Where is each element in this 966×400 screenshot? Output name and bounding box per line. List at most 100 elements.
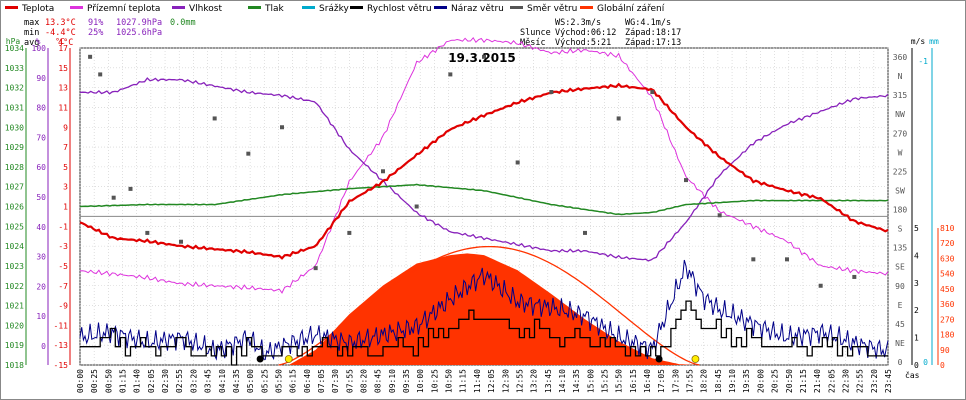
axis-time-tick: 22:55 xyxy=(856,369,865,393)
stat-max-hum: 91% xyxy=(88,18,103,28)
sunrise-icon xyxy=(284,355,293,363)
axis-pct-tick: 30 xyxy=(36,253,46,262)
wind-direction-point xyxy=(280,125,284,130)
axis-dir-tick: W xyxy=(898,148,903,157)
axis-dir-tick: NW xyxy=(895,110,905,119)
axis-hpa-tick: 1022 xyxy=(5,282,24,291)
axis-pct-tick: 0 xyxy=(41,342,46,351)
stat-avg-label: avg xyxy=(24,38,39,48)
axis-time-tick: 01:40 xyxy=(133,369,142,393)
axis-time-tick: 00:00 xyxy=(76,369,85,393)
axis-time-tick: 10:50 xyxy=(445,369,454,393)
axis-rain-tick: -1 xyxy=(918,57,928,66)
legend-label-gust: Náraz větru xyxy=(451,4,504,14)
axis-temp-tick: -1 xyxy=(58,222,68,231)
axis-time-tick: 14:10 xyxy=(558,369,567,393)
axis-ms-tick: 4 xyxy=(914,251,919,260)
moonset-icon xyxy=(655,355,663,363)
axis-pct-tick: 90 xyxy=(36,74,46,83)
axis-time-tick: 05:50 xyxy=(274,369,283,393)
stat-moonrise: Východ:5:21 xyxy=(555,38,611,48)
axis-time-tick: 04:35 xyxy=(232,369,241,393)
legend-label-wind: Rychlost větru xyxy=(367,4,432,14)
legend-label-rain: Srážky xyxy=(319,4,350,14)
axis-wm2-tick: 450 xyxy=(940,285,955,294)
legend-label-rad: Globální záření xyxy=(597,4,665,14)
axis-temp-tick: -9 xyxy=(58,302,68,311)
axis-time-tick: 22:30 xyxy=(841,369,850,393)
axis-hpa-tick: 1033 xyxy=(5,64,24,73)
wind-direction-point xyxy=(313,266,318,271)
axis-time-tick: 10:25 xyxy=(430,369,439,393)
stat-max-label: max xyxy=(24,18,39,28)
legend-label-dir: Směr větru xyxy=(527,4,577,14)
axis-time-tick: 06:15 xyxy=(289,369,298,393)
axis-time-tick: 13:20 xyxy=(530,369,539,393)
wind-direction-point xyxy=(88,54,93,59)
axis-hpa-tick: 1020 xyxy=(5,321,24,330)
axis-ms-label: m/s xyxy=(911,37,926,46)
axis-time-tick: 03:45 xyxy=(204,369,213,393)
clear-sky-radiation-line xyxy=(278,245,700,366)
humidity-line xyxy=(79,77,889,262)
axis-hpa-tick: 1027 xyxy=(5,183,24,192)
wind-direction-point xyxy=(515,160,520,165)
wind-direction-point xyxy=(212,116,217,121)
axis-time-tick: 07:30 xyxy=(331,369,340,393)
wind-direction-point xyxy=(650,90,655,95)
stat-max-temp: 13.3°C xyxy=(45,18,76,28)
sunset-icon xyxy=(691,355,700,363)
axis-hpa-tick: 1028 xyxy=(5,163,24,172)
stat-sun-label: Slunce xyxy=(520,28,551,38)
axis-dir-tick: 0 xyxy=(898,358,903,367)
axis-hpa-tick: 1024 xyxy=(5,242,24,251)
wind-direction-point xyxy=(381,169,385,174)
legend-label-ground: Přízemní teplota xyxy=(87,4,160,14)
ground-temp-line xyxy=(79,36,889,294)
axis-time-tick: 03:20 xyxy=(189,369,198,393)
wind-direction-point xyxy=(246,151,251,156)
axis-hpa-tick: 1032 xyxy=(5,84,24,93)
axis-time-tick: 16:40 xyxy=(643,369,652,393)
axis-dir-tick: E xyxy=(898,301,903,310)
axis-time-tick: 15:00 xyxy=(586,369,595,393)
axis-time-tick: 17:05 xyxy=(657,369,666,393)
wind-direction-point xyxy=(751,257,756,262)
axis-dir-tick: SW xyxy=(895,186,905,195)
legend-swatch-rad xyxy=(580,6,593,9)
legend-label-temp: Teplota xyxy=(21,4,54,14)
legend-swatch-temp xyxy=(5,6,18,9)
axis-time-tick: 12:05 xyxy=(487,369,496,393)
axis-temp-tick: 3 xyxy=(63,183,68,192)
axis-dir-tick: N xyxy=(898,72,903,81)
axis-dir-tick: 225 xyxy=(893,167,908,176)
axis-time-tick: 13:45 xyxy=(544,369,553,393)
axis-wm2-tick: 810 xyxy=(940,224,955,233)
axis-hpa-tick: 1018 xyxy=(5,361,24,370)
axis-hpa-tick: 1029 xyxy=(5,143,24,152)
axis-time-tick: 19:10 xyxy=(728,369,737,393)
axis-time-tick: 14:35 xyxy=(572,369,581,393)
stat-max-press: 1027.9hPa xyxy=(116,18,162,28)
axis-dir-tick: 90 xyxy=(895,282,905,291)
axis-hpa-tick: 1021 xyxy=(5,302,24,311)
axis-ms-tick: 3 xyxy=(914,279,919,288)
axis-temp-tick: 5 xyxy=(63,163,68,172)
wind-direction-point xyxy=(684,178,688,183)
wind-direction-point xyxy=(128,186,133,191)
axis-pct-tick: 80 xyxy=(36,104,46,113)
axis-wm2-tick: 630 xyxy=(940,254,955,263)
stats-block: max 13.3°C 91% 1027.9hPa 0.0mm min -4.4°C 25% 10… xyxy=(24,18,681,48)
stat-min-hum: 25% xyxy=(88,28,103,38)
wind-direction-series xyxy=(88,54,857,363)
axis-time-tick: 23:45 xyxy=(884,369,893,393)
axis-ms-tick: 0 xyxy=(914,361,919,370)
axis-time-tick: 21:40 xyxy=(813,369,822,393)
stat-moon-label: Měsíc xyxy=(520,38,546,48)
axis-time-tick: 09:10 xyxy=(388,369,397,393)
axis-time-tick: 01:15 xyxy=(119,369,128,393)
axis-time-tick: 18:45 xyxy=(714,369,723,393)
stat-min-label: min xyxy=(24,28,39,38)
